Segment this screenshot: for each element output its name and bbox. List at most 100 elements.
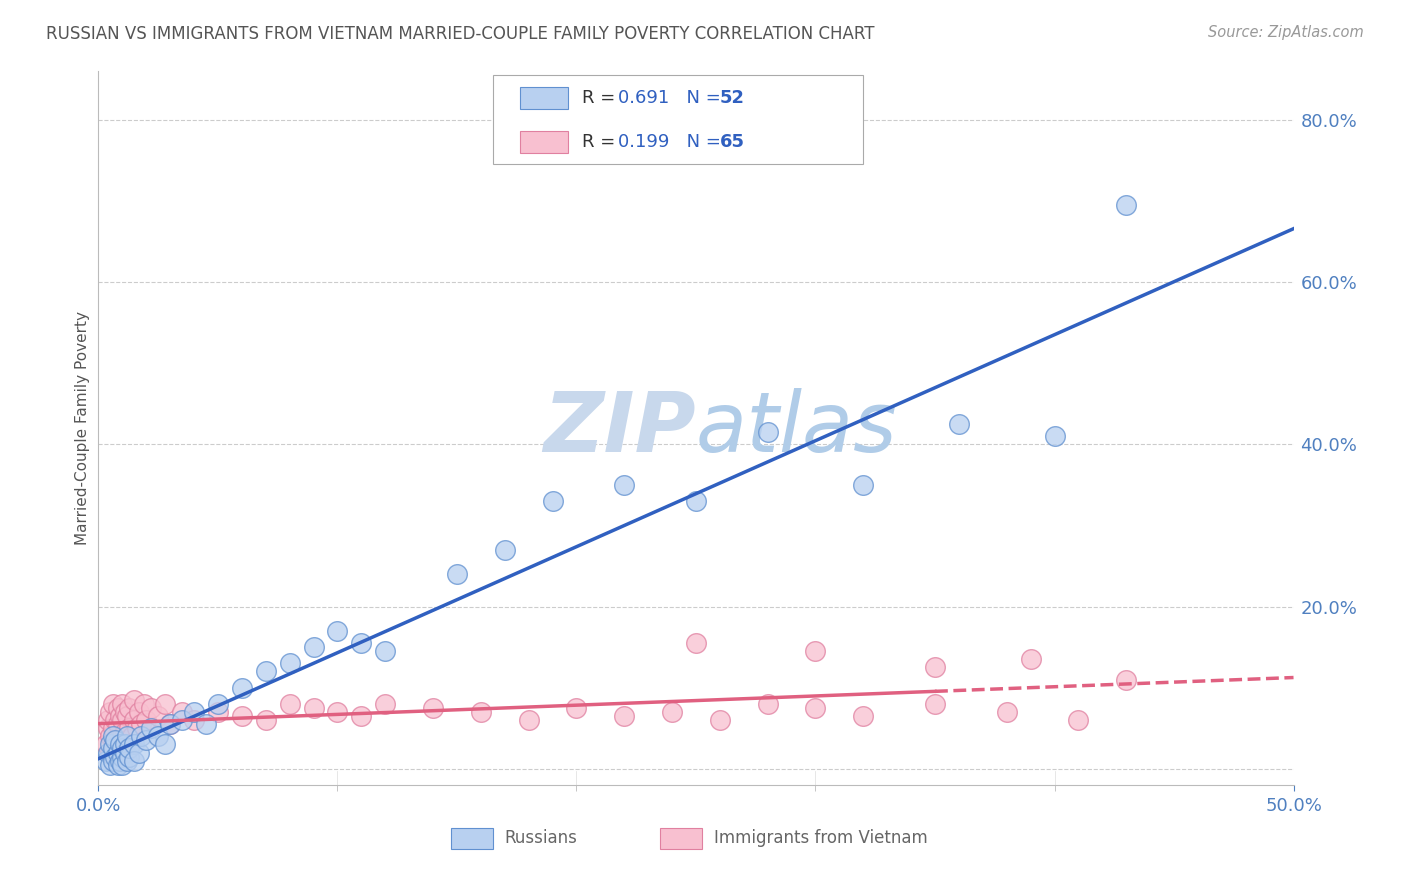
Point <box>326 705 349 719</box>
Point <box>159 717 181 731</box>
Point <box>97 713 120 727</box>
Point <box>108 738 131 752</box>
Point <box>111 729 134 743</box>
Point <box>128 746 150 760</box>
Point <box>1043 429 1066 443</box>
Point <box>541 494 564 508</box>
Point <box>101 738 124 752</box>
Text: Russians: Russians <box>505 830 578 847</box>
Point <box>115 733 138 747</box>
Point <box>107 701 129 715</box>
Point <box>101 721 124 735</box>
Text: ZIP: ZIP <box>543 388 696 468</box>
FancyBboxPatch shape <box>520 131 568 153</box>
Point <box>756 697 779 711</box>
Point <box>114 746 136 760</box>
Text: Source: ZipAtlas.com: Source: ZipAtlas.com <box>1208 25 1364 40</box>
Point <box>132 697 155 711</box>
Point <box>948 417 970 431</box>
Point <box>108 754 131 768</box>
Point <box>121 729 143 743</box>
Point <box>94 738 117 752</box>
Point <box>278 657 301 671</box>
Point <box>613 709 636 723</box>
Point <box>104 733 127 747</box>
Point <box>195 717 218 731</box>
Point <box>1115 198 1137 212</box>
Point <box>114 725 136 739</box>
Point <box>125 721 148 735</box>
Point <box>1067 713 1090 727</box>
Text: Immigrants from Vietnam: Immigrants from Vietnam <box>714 830 928 847</box>
Point <box>131 717 153 731</box>
Point <box>1019 652 1042 666</box>
Point <box>804 701 827 715</box>
Point <box>118 701 141 715</box>
Point <box>350 636 373 650</box>
FancyBboxPatch shape <box>451 828 494 849</box>
Point <box>302 640 325 654</box>
Point <box>98 705 122 719</box>
Point <box>852 709 875 723</box>
Point <box>756 425 779 440</box>
Point <box>115 729 138 743</box>
Point <box>107 757 129 772</box>
Point <box>111 741 134 756</box>
Point <box>207 697 229 711</box>
Text: 0.199   N =: 0.199 N = <box>619 133 727 151</box>
Point <box>118 749 141 764</box>
FancyBboxPatch shape <box>661 828 702 849</box>
Point <box>924 697 946 711</box>
Point <box>114 705 136 719</box>
Point <box>115 709 138 723</box>
FancyBboxPatch shape <box>520 87 568 109</box>
Point <box>108 709 131 723</box>
Point <box>124 713 146 727</box>
Point <box>104 713 127 727</box>
Point <box>101 729 124 743</box>
Point <box>804 644 827 658</box>
Point <box>374 697 396 711</box>
Point <box>98 757 122 772</box>
Y-axis label: Married-Couple Family Poverty: Married-Couple Family Poverty <box>75 311 90 545</box>
Point <box>159 717 181 731</box>
Text: R =: R = <box>582 89 621 107</box>
Text: 0.691   N =: 0.691 N = <box>619 89 727 107</box>
Point <box>254 665 277 679</box>
Point <box>111 713 134 727</box>
Point <box>148 729 170 743</box>
Point <box>326 624 349 638</box>
Text: R =: R = <box>582 133 621 151</box>
Text: atlas: atlas <box>696 388 897 468</box>
Point <box>98 746 122 760</box>
Point <box>254 713 277 727</box>
Point <box>104 741 127 756</box>
Point <box>101 754 124 768</box>
Point <box>995 705 1018 719</box>
Point <box>852 478 875 492</box>
Point <box>135 713 157 727</box>
Point <box>374 644 396 658</box>
Point <box>685 636 707 650</box>
Point <box>661 705 683 719</box>
Point <box>104 749 127 764</box>
Point <box>1115 673 1137 687</box>
Point <box>111 749 134 764</box>
Point <box>139 721 162 735</box>
Point <box>613 478 636 492</box>
Point <box>98 738 122 752</box>
Point <box>422 701 444 715</box>
Point <box>183 713 205 727</box>
Point <box>709 713 731 727</box>
Point <box>155 697 177 711</box>
Point <box>111 697 134 711</box>
Text: RUSSIAN VS IMMIGRANTS FROM VIETNAM MARRIED-COUPLE FAMILY POVERTY CORRELATION CHA: RUSSIAN VS IMMIGRANTS FROM VIETNAM MARRI… <box>46 25 875 43</box>
Point <box>124 754 146 768</box>
Point <box>107 717 129 731</box>
Point <box>124 738 146 752</box>
Point <box>101 697 124 711</box>
Point <box>183 705 205 719</box>
Point <box>101 741 124 756</box>
Point <box>97 721 120 735</box>
Point <box>108 738 131 752</box>
